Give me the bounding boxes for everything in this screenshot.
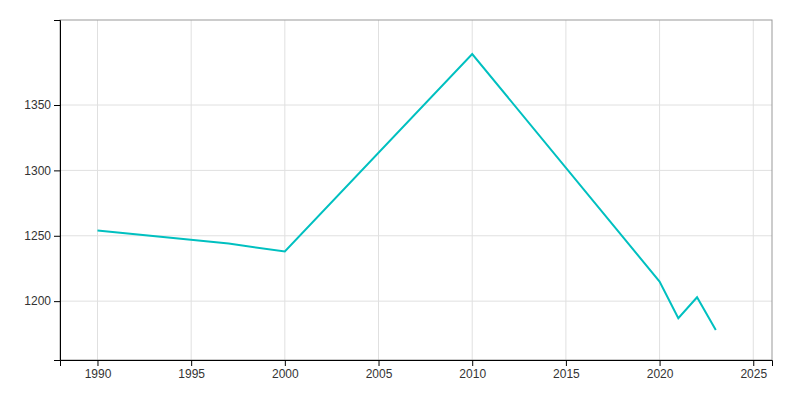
y-tick-mark — [54, 236, 60, 237]
grid-line-y — [60, 105, 772, 106]
y-tick: 1350 — [24, 98, 60, 112]
x-tick-label: 1995 — [178, 367, 205, 381]
y-tick: 1250 — [24, 229, 60, 243]
x-tick-label: 2010 — [459, 367, 486, 381]
x-axis-line — [61, 361, 773, 367]
x-tick-mark — [753, 360, 754, 366]
x-tick-label: 2000 — [272, 367, 299, 381]
x-tick-label: 2005 — [366, 367, 393, 381]
grid-line-x — [565, 20, 566, 360]
y-tick-mark — [54, 170, 60, 171]
x-tick-label: 2020 — [647, 367, 674, 381]
y-axis-line — [54, 21, 61, 361]
x-tick: 2015 — [553, 360, 580, 381]
x-tick: 2000 — [272, 360, 299, 381]
x-axis: 1990 1995 2000 2005 2010 2015 2020 2025 — [61, 360, 773, 381]
plot-frame — [60, 20, 772, 360]
x-tick-mark — [472, 360, 473, 366]
x-tick: 1990 — [85, 360, 112, 381]
y-axis: 1200 1250 1300 1350 — [24, 21, 60, 361]
x-tick-label: 1990 — [85, 367, 112, 381]
y-tick-label: 1250 — [24, 229, 51, 243]
x-tick-mark — [660, 360, 661, 366]
x-tick-mark — [379, 360, 380, 366]
chart-container: 1990 1995 2000 2005 2010 2015 2020 2025 1200 1250… — [0, 0, 800, 400]
y-tick-label: 1200 — [24, 294, 51, 308]
grid-line-x — [753, 20, 754, 360]
grid-line-y — [60, 235, 772, 236]
grid-line-x — [378, 20, 379, 360]
grid-line-x — [472, 20, 473, 360]
y-tick: 1300 — [24, 164, 60, 178]
x-tick-label: 2015 — [553, 367, 580, 381]
x-tick-mark — [191, 360, 192, 366]
x-tick: 2010 — [459, 360, 486, 381]
y-tick-label: 1350 — [24, 98, 51, 112]
x-tick: 2025 — [740, 360, 767, 381]
x-tick: 2020 — [647, 360, 674, 381]
y-tick-mark — [54, 105, 60, 106]
marks — [97, 54, 715, 330]
y-tick-mark — [54, 301, 60, 302]
x-tick-label: 2025 — [740, 367, 767, 381]
x-tick-mark — [285, 360, 286, 366]
grid-line-y — [60, 301, 772, 302]
grid-line-x — [191, 20, 192, 360]
chart-svg: 1990 1995 2000 2005 2010 2015 2020 2025 1200 1250… — [0, 0, 800, 400]
x-tick-mark — [566, 360, 567, 366]
grid-line-x — [659, 20, 660, 360]
grid — [60, 20, 772, 360]
grid-line-y — [60, 170, 772, 171]
x-tick: 1995 — [178, 360, 205, 381]
x-tick: 2005 — [366, 360, 393, 381]
y-tick: 1200 — [24, 294, 60, 308]
plot-area: 1990 1995 2000 2005 2010 2015 2020 2025 1200 1250… — [24, 20, 772, 381]
grid-line-x — [284, 20, 285, 360]
x-tick-mark — [97, 360, 98, 366]
data-line — [97, 54, 715, 330]
grid-line-x — [97, 20, 98, 360]
y-tick-label: 1300 — [24, 164, 51, 178]
